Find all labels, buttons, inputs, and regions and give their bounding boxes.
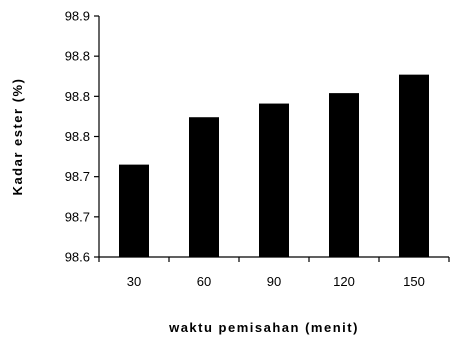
x-axis-ticks: 30 60 90 120 150 (98, 257, 450, 289)
y-tick-label: 98.8 (65, 49, 90, 64)
bar-150 (399, 74, 429, 257)
x-tick-label: 90 (267, 274, 281, 289)
y-tick-label: 98.8 (65, 89, 90, 104)
bar-120 (329, 93, 359, 258)
y-tick-label: 98.7 (65, 169, 90, 184)
bar-60 (189, 117, 219, 257)
y-tick-label: 98.9 (65, 9, 90, 24)
x-tick-label: 150 (403, 274, 425, 289)
y-axis-title: Kadar ester (%) (10, 78, 25, 196)
y-tick-label: 98.6 (65, 250, 90, 265)
bar-30 (119, 164, 149, 257)
bar-90 (259, 103, 289, 258)
bars (119, 74, 429, 258)
x-tick-label: 120 (333, 274, 355, 289)
x-axis-title: waktu pemisahan (menit) (168, 320, 359, 335)
y-tick-label: 98.7 (65, 209, 90, 224)
y-axis-ticks: 98.6 98.7 98.7 98.8 98.8 98.8 98.9 (65, 9, 99, 265)
x-tick-label: 30 (127, 274, 141, 289)
x-tick-label: 60 (197, 274, 211, 289)
y-tick-label: 98.8 (65, 129, 90, 144)
